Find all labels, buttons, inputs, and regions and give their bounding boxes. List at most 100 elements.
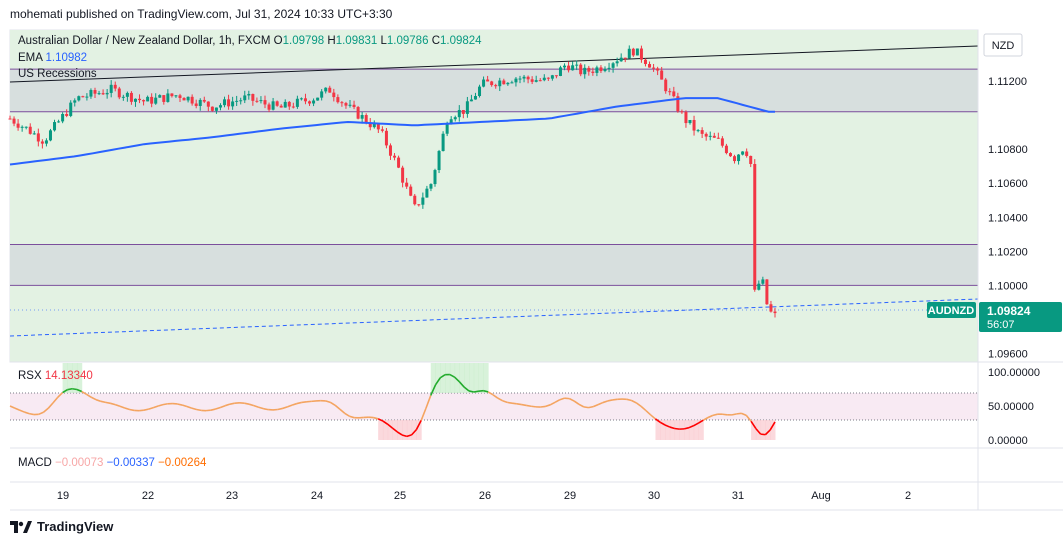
candle-body <box>20 126 24 128</box>
candle-body <box>48 130 52 141</box>
rsx-segment <box>287 404 293 408</box>
rsx-overbought-shade <box>459 363 465 393</box>
candle-body <box>449 119 453 125</box>
candle-body <box>117 88 121 98</box>
candle-body <box>150 96 154 104</box>
candle-body <box>490 81 494 86</box>
candle-body <box>765 279 769 305</box>
rsx-segment <box>248 403 255 407</box>
candle-body <box>579 64 583 75</box>
rsx-segment <box>129 408 135 412</box>
rsx-segment <box>291 402 298 406</box>
rsx-ticks: 100.00000 50.00000 0.00000 <box>988 367 1040 447</box>
rsx-segment <box>186 405 192 409</box>
rsx-overbought-shade <box>440 363 446 393</box>
candle-body <box>672 91 676 97</box>
rsx-segment <box>14 407 20 411</box>
time-tick-label: 24 <box>311 490 323 502</box>
candle-body <box>656 68 660 71</box>
time-tick-label: 22 <box>142 490 154 502</box>
zone-0 <box>10 69 978 112</box>
macd-value-3: −0.00264 <box>158 457 207 469</box>
candle-body <box>251 93 255 101</box>
rsx-segment <box>497 397 503 402</box>
candle-body <box>267 104 271 110</box>
candle-body <box>223 99 227 106</box>
rsx-lines <box>9 373 776 438</box>
rsx-segment <box>458 381 465 388</box>
candle-body <box>368 122 372 128</box>
time-tick-label: 26 <box>479 490 491 502</box>
candle-body <box>372 124 376 128</box>
rsx-legend[interactable]: RSX 14.13340 <box>18 370 93 382</box>
candle-body <box>652 67 656 69</box>
rsx-segment <box>626 398 632 402</box>
rsx-segment <box>702 416 709 421</box>
rsx-segment <box>487 391 494 396</box>
publish-info: mohemati published on TradingView.com, J… <box>10 7 393 21</box>
candle-body <box>101 93 105 95</box>
ema-value: 1.10982 <box>45 52 88 64</box>
rsx-tick-label: 0.00000 <box>988 435 1028 447</box>
rsx-segment <box>607 399 613 402</box>
rsx-segment <box>153 405 159 409</box>
recessions-legend[interactable]: US Recessions <box>18 68 97 80</box>
candle-body <box>388 145 392 156</box>
candle-body <box>380 129 384 131</box>
candle-body <box>182 97 186 101</box>
upper-trendline <box>9 45 979 83</box>
rsx-segment <box>38 411 44 416</box>
rsx-segment <box>420 407 427 421</box>
candle-body <box>473 96 477 100</box>
candle-body <box>680 111 684 113</box>
candle-body <box>639 48 643 60</box>
candle-body <box>700 130 704 134</box>
rsx-segment <box>531 405 537 408</box>
rsx-segment <box>439 373 446 379</box>
candle-body <box>303 98 307 102</box>
rsx-segment <box>683 426 690 430</box>
rsx-segment <box>148 406 154 410</box>
candle-body <box>684 111 688 124</box>
candle-body <box>554 75 558 77</box>
high-label: H <box>327 35 336 47</box>
symbol-legend[interactable]: Australian Dollar / New Zealand Dollar, … <box>18 35 482 47</box>
candle-body <box>405 182 409 187</box>
rsx-segment <box>602 400 608 404</box>
time-tick-label: 2 <box>905 490 911 502</box>
rsx-segment <box>119 405 126 409</box>
candle-body <box>498 80 502 87</box>
candle-body <box>603 68 607 72</box>
time-tick-label: 25 <box>394 490 406 502</box>
candle-body <box>558 67 562 76</box>
candle-body <box>340 102 344 104</box>
candle-body <box>445 124 449 134</box>
price-tick-label: 1.09600 <box>988 348 1028 360</box>
macd-legend[interactable]: MACD −0.00073 −0.00337 −0.00264 <box>18 457 206 469</box>
rsx-oversold-shade <box>665 420 671 440</box>
candle-body <box>692 119 696 131</box>
rsx-segment <box>296 401 302 405</box>
ema-legend[interactable]: EMA 1.10982 <box>18 52 87 64</box>
candle-body <box>271 101 275 110</box>
rsx-segment <box>597 401 604 406</box>
candle-body <box>121 96 125 98</box>
tradingview-brand[interactable]: TradingView <box>10 519 113 534</box>
candle-body <box>328 87 332 93</box>
rsx-segment <box>47 402 54 409</box>
rsx-oversold-shade <box>698 420 704 440</box>
candle-body <box>591 71 595 73</box>
candle-body <box>393 155 397 158</box>
candle-body <box>227 99 231 107</box>
rsx-overbought-shade <box>62 363 68 393</box>
candle-body <box>441 133 445 152</box>
rsx-segment <box>755 428 762 435</box>
rsx-segment <box>401 434 408 438</box>
rsx-segment <box>631 399 637 404</box>
rsx-segment <box>100 400 106 404</box>
candle-body <box>469 99 473 102</box>
rsx-oversold-shade <box>693 420 699 440</box>
candle-body <box>312 100 316 104</box>
high-value: 1.09831 <box>335 35 378 47</box>
